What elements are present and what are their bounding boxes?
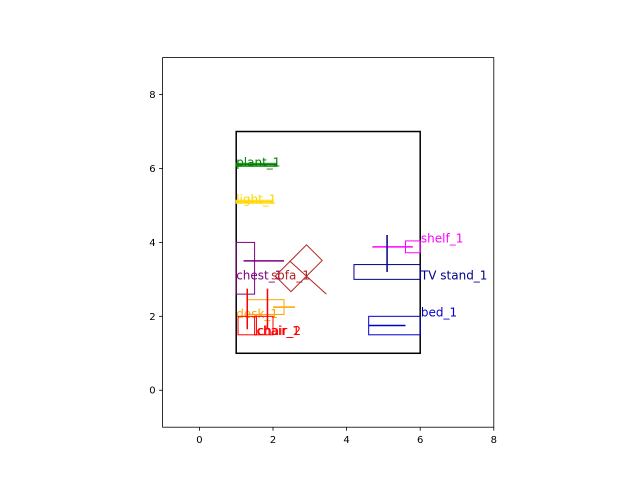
y-tick-label: 8: [149, 90, 155, 101]
object-label: desk_1: [236, 307, 278, 321]
x-tick-label: 0: [196, 435, 202, 446]
plot-area: [162, 57, 495, 428]
object-bed-1: bed_1: [368, 305, 457, 336]
object-label: sofa_1: [271, 268, 310, 282]
object-box: [235, 241, 256, 295]
object-tv-stand-1: TV stand_1: [353, 235, 488, 282]
axis-ticks: 0 2 4 6 8 0 2 4 6 8: [149, 90, 497, 446]
object-marker-diagonal: [289, 260, 327, 295]
object-chair-2: chair_2: [254, 288, 301, 338]
object-label: shelf_1: [421, 231, 463, 245]
object-plant-1: plant_1: [235, 156, 280, 170]
object-box: [254, 315, 274, 336]
object-label: chest_1: [236, 268, 282, 282]
x-tick-label: 2: [270, 435, 276, 446]
object-label: TV stand_1: [420, 268, 488, 282]
x-tick-label: 4: [343, 435, 349, 446]
object-chest-1: chest_1: [235, 241, 285, 295]
y-tick-label: 0: [149, 386, 155, 397]
x-tick-label: 8: [491, 435, 497, 446]
objects-layer: plant_1 light_1 shelf_1 TV stand_1 bed_1 ches…: [235, 156, 488, 338]
y-tick-label: 6: [149, 164, 155, 175]
y-tick-label: 2: [149, 312, 155, 323]
object-shelf-1: shelf_1: [372, 231, 463, 254]
object-label: plant_1: [236, 156, 280, 170]
object-sofa-1: sofa_1: [271, 244, 327, 295]
object-label: bed_1: [421, 305, 457, 319]
object-label: light_1: [236, 193, 276, 207]
object-light-1: light_1: [235, 193, 276, 207]
object-label: chair_2: [258, 324, 301, 338]
y-tick-label: 4: [149, 238, 155, 249]
x-tick-label: 6: [417, 435, 423, 446]
